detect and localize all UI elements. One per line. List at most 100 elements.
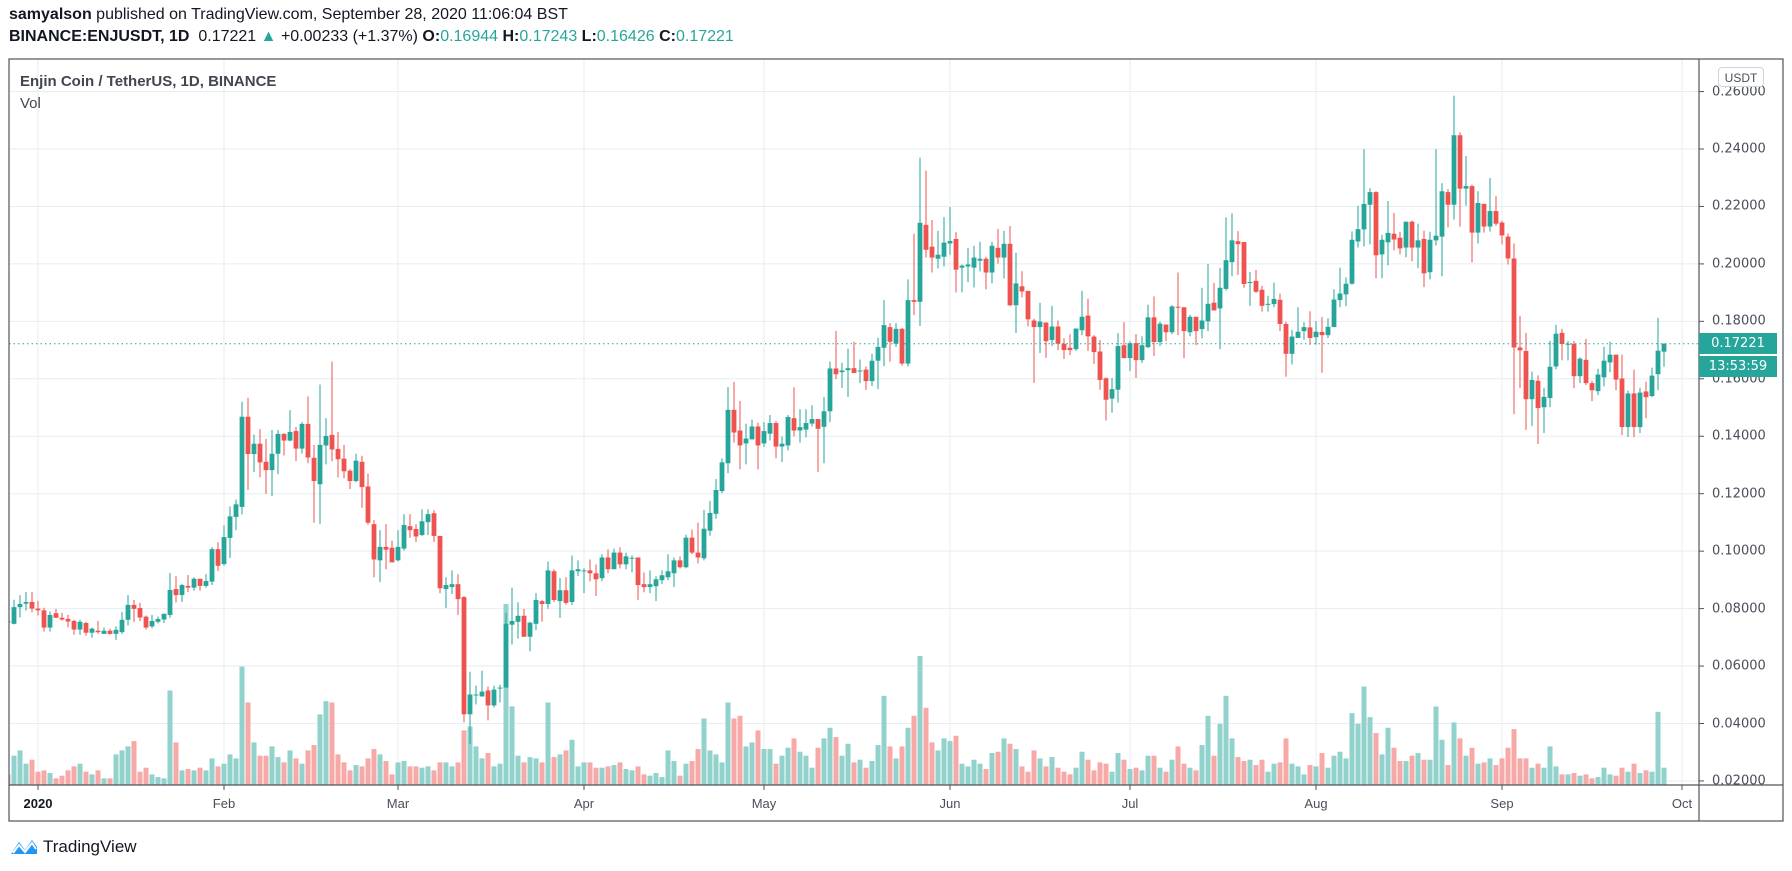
candle-body — [95, 630, 101, 633]
candle-body — [713, 489, 719, 514]
candle — [1475, 191, 1481, 244]
candle — [839, 362, 845, 388]
candle-body — [1613, 354, 1619, 380]
candle — [1583, 338, 1589, 386]
candle — [821, 397, 827, 464]
volume-bar — [617, 762, 623, 785]
candle — [131, 599, 137, 622]
volume-bar — [1613, 775, 1619, 785]
volume-bar — [911, 715, 917, 785]
volume-bar — [281, 762, 287, 785]
candle-body — [293, 431, 299, 449]
legend-title[interactable]: Enjin Coin / TetherUS, 1D, BINANCE — [20, 73, 277, 90]
candle — [1655, 317, 1661, 391]
volume-bar — [1067, 774, 1073, 785]
candle — [203, 574, 209, 588]
candle — [419, 509, 425, 536]
publish-info: samyalson published on TradingView.com, … — [9, 6, 568, 24]
volume-bar — [1559, 774, 1565, 785]
candle — [1109, 377, 1115, 413]
candle-body — [227, 516, 233, 538]
candle-body — [1541, 396, 1547, 408]
volume-bar — [539, 762, 545, 785]
volume-bar — [1121, 759, 1127, 785]
candle-body — [1055, 326, 1061, 344]
candle — [1199, 287, 1205, 339]
volume-bar — [893, 758, 899, 785]
candle-body — [287, 431, 293, 441]
candle-body — [683, 537, 689, 568]
candle — [1385, 200, 1391, 266]
candle-body — [659, 575, 665, 581]
volume-bar — [1427, 759, 1433, 785]
volume-bar — [1031, 750, 1037, 785]
candle — [503, 612, 509, 688]
candle — [137, 602, 143, 621]
candle-body — [1289, 336, 1295, 354]
candle-body — [347, 470, 353, 482]
candle-body — [1283, 323, 1289, 354]
candle-body — [299, 423, 305, 449]
volume-bar — [491, 766, 497, 785]
tradingview-logo[interactable]: TradingView — [10, 837, 137, 857]
candle — [881, 300, 887, 367]
volume-bar — [1313, 766, 1319, 785]
candle — [1013, 252, 1019, 333]
candle — [1577, 357, 1583, 384]
candle-body — [647, 584, 653, 588]
volume-bar — [1385, 727, 1391, 785]
candle — [953, 232, 959, 293]
legend-volume[interactable]: Vol — [20, 95, 41, 112]
volume-bar — [221, 763, 227, 785]
candle — [41, 607, 47, 632]
triangle-up-icon: ▲ — [260, 28, 277, 45]
candle — [605, 549, 611, 574]
candle-body — [791, 418, 797, 431]
brand-name: TradingView — [43, 837, 137, 856]
candle-body — [665, 571, 671, 578]
candle — [755, 422, 761, 470]
candle — [1601, 346, 1607, 387]
candle-body — [41, 610, 47, 628]
volume-bar — [443, 762, 449, 785]
volume-bar — [113, 754, 119, 785]
candle-body — [389, 547, 395, 563]
candle-body — [113, 629, 119, 634]
candle — [515, 602, 521, 639]
volume-bar — [1367, 717, 1373, 785]
volume-bar — [467, 726, 473, 785]
candle — [707, 500, 713, 536]
volume-bar — [191, 770, 197, 785]
candle-body — [875, 346, 881, 361]
candle — [1283, 321, 1289, 377]
candle — [1619, 354, 1625, 436]
volume-bar — [293, 758, 299, 785]
candle — [149, 614, 155, 629]
candle — [893, 323, 899, 347]
volume-bar — [257, 755, 263, 785]
volume-bar — [155, 777, 161, 785]
volume-bar — [65, 770, 71, 785]
candle — [221, 525, 227, 566]
candle-body — [1265, 303, 1271, 305]
volume-bar — [1535, 763, 1541, 785]
volume-bar — [863, 767, 869, 785]
candle-body — [1091, 336, 1097, 353]
volume-bar — [1361, 686, 1367, 785]
candle-body — [1205, 303, 1211, 322]
volume-bar — [905, 727, 911, 785]
volume-bar — [1283, 738, 1289, 785]
author-name[interactable]: samyalson — [9, 6, 92, 23]
candle-body — [407, 526, 413, 531]
volume-bar — [395, 762, 401, 785]
candle — [263, 438, 269, 494]
volume-bar — [959, 763, 965, 785]
volume-bar — [107, 778, 113, 785]
candle-body — [1073, 328, 1079, 350]
time-tick-label: Jun — [939, 796, 961, 811]
volume-bar — [1565, 774, 1571, 785]
volume-bar — [209, 758, 215, 785]
volume-bar — [1523, 758, 1529, 785]
currency-button[interactable]: USDT — [1718, 67, 1764, 87]
